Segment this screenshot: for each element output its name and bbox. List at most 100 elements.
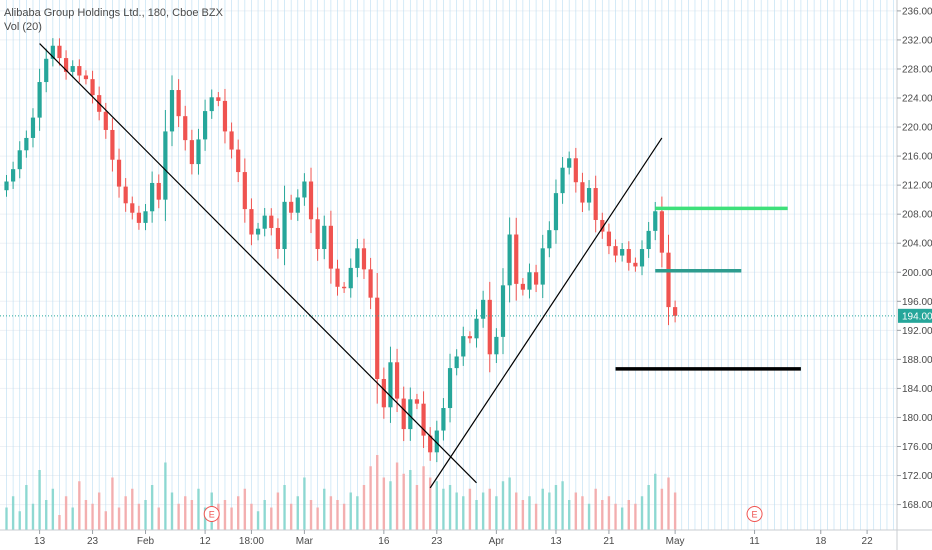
volume-bar: [97, 492, 101, 530]
volume-bar: [91, 503, 94, 530]
candle-body: [4, 181, 9, 191]
candle-body: [229, 131, 234, 150]
volume-bar: [289, 503, 293, 530]
volume-bar: [369, 466, 372, 530]
time-tick-label: 22: [862, 536, 874, 547]
candle-body: [110, 129, 115, 160]
volume-bar: [481, 492, 485, 530]
time-tick-label: May: [666, 536, 685, 547]
price-tick-label: 204.00: [902, 239, 932, 250]
volume-bar: [667, 477, 670, 530]
volume-bar: [654, 473, 657, 530]
volume-indicator-label[interactable]: Vol (20): [4, 21, 42, 33]
price-tick-label: 212.00: [902, 181, 932, 192]
candle-body: [394, 362, 400, 399]
candle-body: [163, 131, 168, 200]
volume-bar: [475, 500, 478, 530]
volume-bar: [534, 503, 538, 530]
volume-bar: [316, 507, 319, 530]
earnings-marker-label: E: [209, 510, 215, 520]
candle-body: [580, 182, 585, 203]
candle-body: [381, 378, 386, 408]
candle-body: [30, 117, 36, 138]
volume-bar: [18, 511, 21, 530]
volume-bar: [362, 485, 366, 530]
volume-bar: [190, 500, 194, 530]
candle-body: [553, 193, 559, 231]
candle-body: [586, 188, 592, 203]
price-tick-label: 208.00: [902, 210, 932, 221]
candle-body: [633, 262, 638, 267]
candle-body: [150, 182, 155, 212]
price-tick-label: 224.00: [902, 94, 932, 105]
candle-body: [474, 318, 479, 339]
candle-body: [342, 286, 347, 289]
candle-body: [156, 182, 161, 200]
volume-bar: [237, 496, 240, 530]
candle-body: [335, 268, 340, 287]
volume-bar: [415, 485, 419, 530]
candle-body: [269, 215, 274, 228]
volume-bar: [422, 466, 425, 530]
volume-bar: [528, 496, 531, 530]
volume-bar: [323, 488, 326, 530]
volume-bar: [342, 503, 346, 530]
volume-bar: [243, 488, 247, 530]
volume-bar: [382, 477, 386, 530]
candle-body: [130, 203, 135, 213]
candle-body: [620, 249, 625, 256]
volume-bar: [607, 496, 611, 530]
symbol-title[interactable]: Alibaba Group Holdings Ltd., 180, Cboe B…: [4, 7, 223, 19]
candle-body: [461, 336, 466, 357]
candle-body: [17, 150, 22, 170]
volume-bar: [568, 500, 571, 530]
candle-body: [322, 225, 327, 250]
volume-bar: [203, 507, 207, 530]
volume-bar: [157, 507, 160, 530]
time-tick-label: 13: [34, 536, 46, 547]
volume-bar: [521, 500, 525, 530]
price-tick-label: 180.00: [902, 413, 932, 424]
candle-body: [83, 75, 89, 80]
downtrend-trendline: [39, 43, 477, 484]
time-tick-label: Mar: [296, 536, 314, 547]
volume-bar: [51, 488, 55, 530]
volume-bar: [448, 485, 452, 530]
candle-body: [441, 408, 446, 431]
candle-body: [646, 230, 651, 250]
candle-body: [282, 201, 287, 250]
uptrend-trendline: [429, 137, 663, 489]
volume-bar: [250, 503, 253, 530]
candle-body: [116, 159, 122, 187]
candle-body: [143, 211, 148, 223]
price-tick-label: 236.00: [902, 6, 932, 17]
candle-body: [355, 248, 360, 268]
volume-bar: [468, 488, 472, 530]
volume-bar: [488, 488, 491, 530]
candle-body: [653, 211, 658, 231]
volume-bar: [144, 500, 147, 530]
volume-bar: [356, 496, 359, 530]
last-price-tag: 194.00: [898, 308, 932, 323]
candle-body: [494, 336, 499, 355]
candle-body: [593, 188, 598, 220]
volume-bar: [45, 500, 48, 530]
volume-bar: [495, 496, 498, 530]
volume-bar: [329, 496, 333, 530]
candle-body: [275, 227, 281, 250]
candle-body: [540, 248, 545, 285]
volume-bar: [11, 496, 15, 530]
volume-bar: [640, 496, 644, 530]
chart-legend[interactable]: Alibaba Group Holdings Ltd., 180, Cboe B…: [4, 6, 223, 34]
volume-bar: [38, 470, 41, 530]
candle-body: [308, 181, 314, 220]
volume-bar: [581, 496, 584, 530]
volume-bar: [25, 485, 28, 530]
candle-body: [361, 248, 367, 270]
candle-body: [295, 197, 300, 213]
candle-body: [408, 399, 413, 430]
candle-body: [328, 225, 333, 269]
